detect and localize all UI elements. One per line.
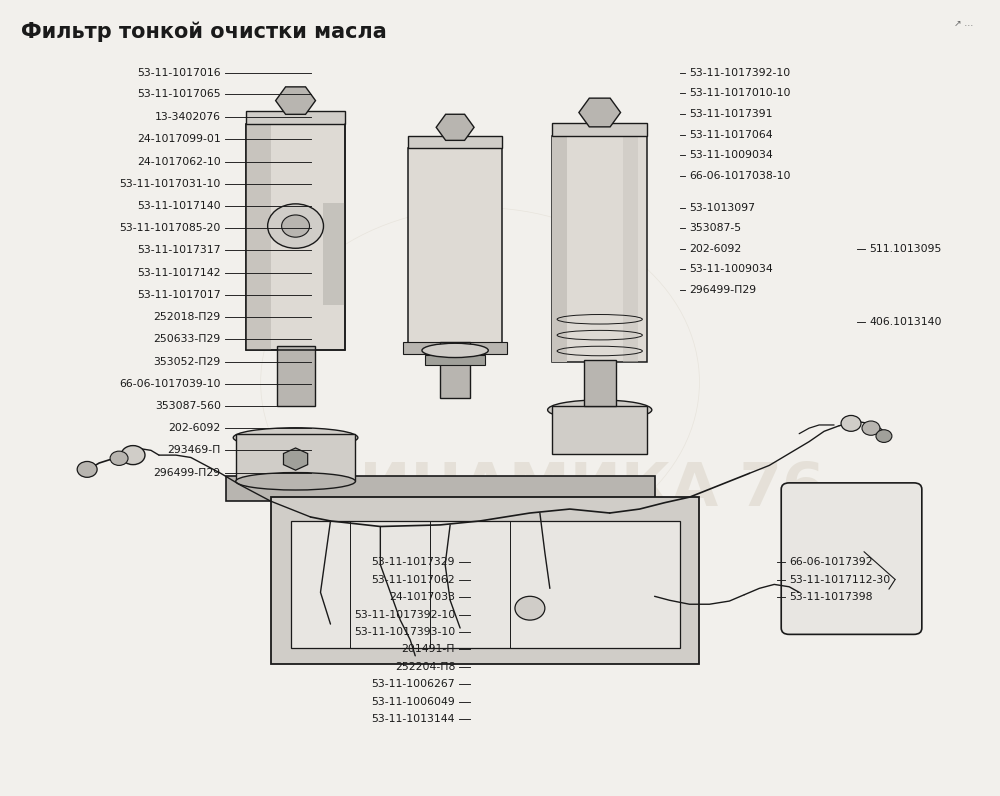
FancyBboxPatch shape xyxy=(246,111,345,124)
FancyBboxPatch shape xyxy=(323,204,345,305)
Text: 13-3402076: 13-3402076 xyxy=(155,112,221,123)
FancyBboxPatch shape xyxy=(403,342,507,354)
Text: 53-11-1009034: 53-11-1009034 xyxy=(689,264,773,275)
FancyBboxPatch shape xyxy=(246,124,271,350)
FancyBboxPatch shape xyxy=(552,123,647,136)
Text: 511.1013095: 511.1013095 xyxy=(869,244,941,254)
Text: 24-1017099-01: 24-1017099-01 xyxy=(137,135,221,144)
Text: 353087-560: 353087-560 xyxy=(155,401,221,411)
Text: 53-11-1017140: 53-11-1017140 xyxy=(137,201,221,211)
Text: 53-11-1017329: 53-11-1017329 xyxy=(372,557,455,568)
FancyBboxPatch shape xyxy=(226,476,655,501)
FancyBboxPatch shape xyxy=(552,406,647,454)
Text: 252018-П29: 252018-П29 xyxy=(154,312,221,322)
Text: 250633-П29: 250633-П29 xyxy=(154,334,221,345)
Ellipse shape xyxy=(548,400,652,419)
Text: 53-11-1009034: 53-11-1009034 xyxy=(689,150,773,160)
FancyBboxPatch shape xyxy=(440,342,470,398)
FancyBboxPatch shape xyxy=(246,124,345,350)
Text: 53-11-1017017: 53-11-1017017 xyxy=(137,290,221,300)
Text: 66-06-1017392: 66-06-1017392 xyxy=(789,557,873,568)
Text: 296499-П29: 296499-П29 xyxy=(689,285,757,295)
Circle shape xyxy=(862,421,880,435)
FancyBboxPatch shape xyxy=(584,360,616,406)
Text: ДИНАМИКА 76: ДИНАМИКА 76 xyxy=(305,460,825,519)
Text: 53-11-1017398: 53-11-1017398 xyxy=(789,592,873,602)
Text: 53-11-1017031-10: 53-11-1017031-10 xyxy=(119,179,221,189)
Text: 296499-П29: 296499-П29 xyxy=(154,467,221,478)
Text: 53-11-1006049: 53-11-1006049 xyxy=(371,696,455,707)
FancyBboxPatch shape xyxy=(425,355,485,365)
FancyBboxPatch shape xyxy=(552,136,567,362)
Text: 53-11-1017065: 53-11-1017065 xyxy=(137,89,221,100)
FancyBboxPatch shape xyxy=(271,498,699,664)
Ellipse shape xyxy=(422,343,488,357)
Circle shape xyxy=(515,596,545,620)
Text: 53-11-1017142: 53-11-1017142 xyxy=(137,267,221,278)
Text: 353087-5: 353087-5 xyxy=(689,223,742,233)
FancyBboxPatch shape xyxy=(408,136,502,148)
Text: 202-6092: 202-6092 xyxy=(689,244,742,254)
Text: ↗ …: ↗ … xyxy=(954,19,974,28)
Circle shape xyxy=(77,462,97,478)
Text: 53-11-1017010-10: 53-11-1017010-10 xyxy=(689,88,791,99)
Text: 53-11-1017392-10: 53-11-1017392-10 xyxy=(689,68,791,78)
Text: 53-11-1017062: 53-11-1017062 xyxy=(372,575,455,584)
Text: 202-6092: 202-6092 xyxy=(169,423,221,433)
Circle shape xyxy=(121,446,145,465)
Text: 252204-П8: 252204-П8 xyxy=(395,662,455,672)
Text: 53-11-1017391: 53-11-1017391 xyxy=(689,109,773,119)
Text: 53-11-1017317: 53-11-1017317 xyxy=(137,245,221,256)
FancyBboxPatch shape xyxy=(277,346,315,406)
Text: 53-1013097: 53-1013097 xyxy=(689,203,755,213)
Text: 53-11-1017112-30: 53-11-1017112-30 xyxy=(789,575,890,584)
Circle shape xyxy=(282,215,310,237)
Ellipse shape xyxy=(233,427,358,447)
Text: 24-1017062-10: 24-1017062-10 xyxy=(137,157,221,166)
Circle shape xyxy=(841,416,861,431)
Text: 406.1013140: 406.1013140 xyxy=(869,317,941,327)
Text: 353052-П29: 353052-П29 xyxy=(154,357,221,366)
Text: 293469-П: 293469-П xyxy=(167,445,221,455)
Text: 53-11-1006267: 53-11-1006267 xyxy=(372,679,455,689)
Text: 66-06-1017038-10: 66-06-1017038-10 xyxy=(689,171,791,181)
Text: 53-11-1017016: 53-11-1017016 xyxy=(137,68,221,78)
Ellipse shape xyxy=(236,473,355,490)
FancyBboxPatch shape xyxy=(623,136,638,362)
Circle shape xyxy=(110,451,128,466)
Text: 53-11-1017064: 53-11-1017064 xyxy=(689,130,773,139)
FancyBboxPatch shape xyxy=(408,148,502,346)
Text: 53-11-1017085-20: 53-11-1017085-20 xyxy=(119,223,221,233)
Circle shape xyxy=(876,430,892,443)
Text: 53-11-1013144: 53-11-1013144 xyxy=(372,714,455,724)
Text: 201491-П: 201491-П xyxy=(402,645,455,654)
FancyBboxPatch shape xyxy=(236,434,355,482)
FancyBboxPatch shape xyxy=(291,521,680,648)
FancyBboxPatch shape xyxy=(781,483,922,634)
Circle shape xyxy=(268,204,323,248)
Text: Фильтр тонкой очистки масла: Фильтр тонкой очистки масла xyxy=(21,21,387,41)
Text: 66-06-1017039-10: 66-06-1017039-10 xyxy=(119,379,221,388)
Text: 53-11-1017392-10: 53-11-1017392-10 xyxy=(354,610,455,619)
FancyBboxPatch shape xyxy=(552,136,647,362)
Text: 53-11-1017393-10: 53-11-1017393-10 xyxy=(354,627,455,637)
Text: 24-1017033: 24-1017033 xyxy=(389,592,455,602)
